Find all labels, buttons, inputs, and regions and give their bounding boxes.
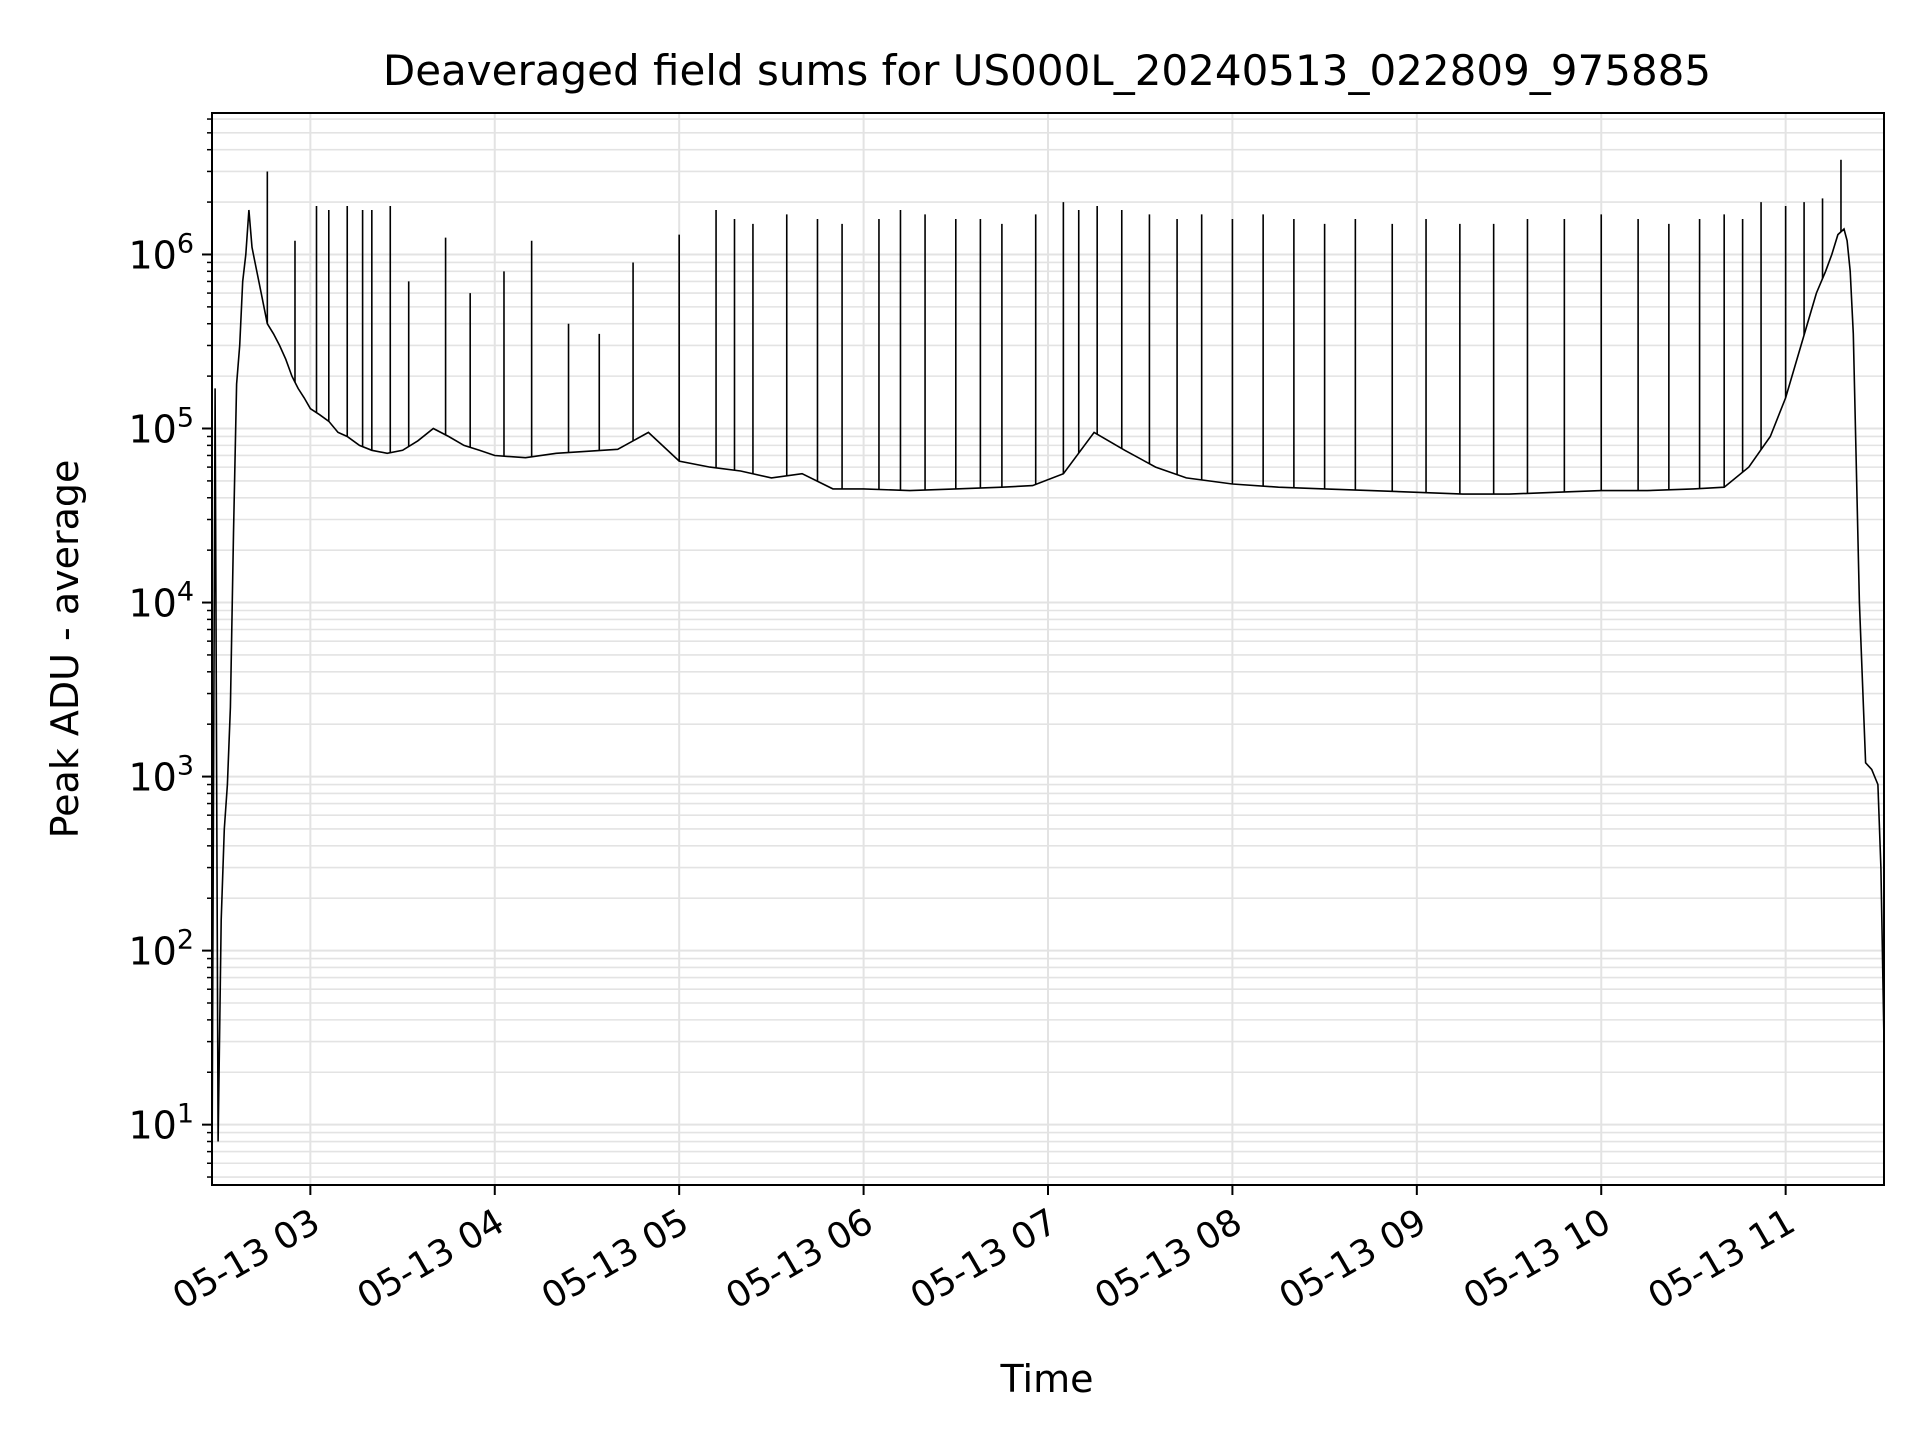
chart-title: Deaveraged field sums for US000L_2024051…: [383, 46, 1711, 95]
data-line: [211, 209, 1885, 1178]
y-tick-label: 104: [128, 577, 194, 626]
y-tick-label: 106: [128, 228, 194, 277]
y-tick-label: 105: [128, 403, 194, 452]
y-tick-label: 101: [128, 1099, 194, 1148]
y-tick-label: 102: [128, 925, 194, 974]
series-layer: [211, 159, 1885, 1178]
y-axis-label: Peak ADU - average: [43, 460, 87, 839]
y-tick-label: 103: [128, 751, 194, 800]
x-axis-label: Time: [1000, 1357, 1094, 1401]
grid: [212, 113, 1884, 1185]
